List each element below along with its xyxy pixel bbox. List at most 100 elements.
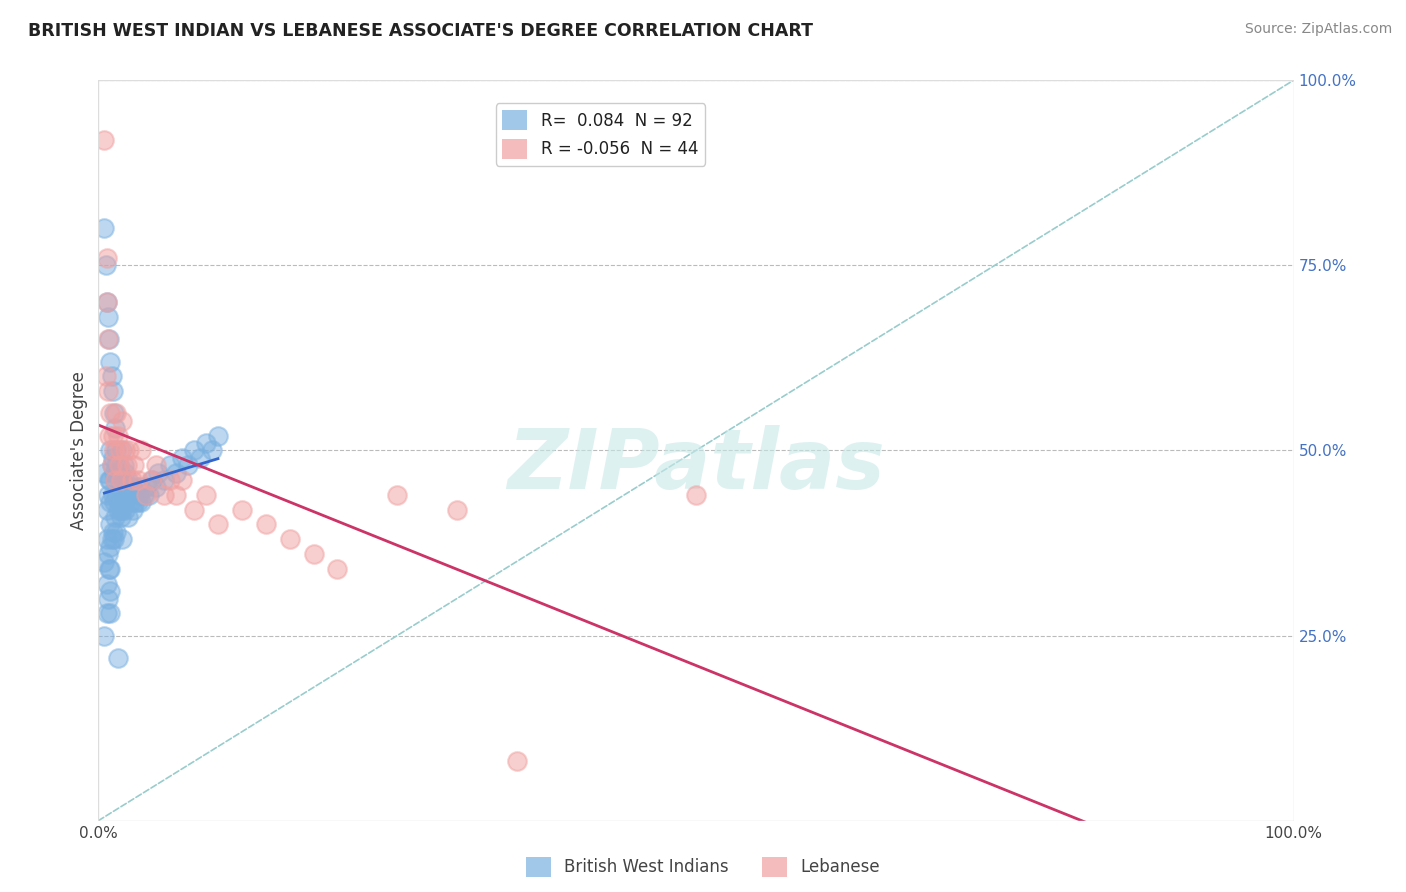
Point xyxy=(132,488,155,502)
Point xyxy=(122,502,145,516)
Point xyxy=(96,251,118,265)
Point xyxy=(98,607,122,621)
Point xyxy=(97,547,120,561)
Point xyxy=(127,473,149,487)
Point xyxy=(183,443,205,458)
Point xyxy=(103,443,125,458)
Point xyxy=(201,443,224,458)
Point xyxy=(231,502,253,516)
Point xyxy=(98,332,121,346)
Point xyxy=(96,607,118,621)
Point xyxy=(103,533,125,547)
Point xyxy=(131,443,153,458)
Point xyxy=(148,466,170,480)
Point xyxy=(97,591,120,606)
Point xyxy=(153,488,176,502)
Point xyxy=(96,533,118,547)
Point xyxy=(96,576,118,591)
Point xyxy=(105,443,128,458)
Point xyxy=(103,466,125,480)
Point xyxy=(98,584,122,599)
Point xyxy=(107,428,129,442)
Point xyxy=(159,458,181,473)
Point xyxy=(103,407,125,421)
Point xyxy=(145,458,167,473)
Legend: British West Indians, Lebanese: British West Indians, Lebanese xyxy=(519,850,887,884)
Point xyxy=(108,466,131,480)
Point xyxy=(98,495,122,509)
Point xyxy=(121,473,143,487)
Point xyxy=(118,443,141,458)
Point xyxy=(114,443,136,458)
Point xyxy=(101,450,124,465)
Point xyxy=(111,502,134,516)
Point xyxy=(115,458,138,473)
Point xyxy=(93,555,115,569)
Point xyxy=(98,473,122,487)
Point xyxy=(94,369,117,384)
Point xyxy=(105,488,128,502)
Point xyxy=(103,495,125,509)
Point xyxy=(93,221,115,235)
Legend: R=  0.084  N = 92, R = -0.056  N = 44: R= 0.084 N = 92, R = -0.056 N = 44 xyxy=(496,103,704,166)
Point xyxy=(108,502,131,516)
Point xyxy=(145,480,167,494)
Text: ZIPatlas: ZIPatlas xyxy=(508,425,884,506)
Point xyxy=(98,473,121,487)
Point xyxy=(97,332,120,346)
Point xyxy=(107,650,129,665)
Point xyxy=(110,473,132,487)
Point xyxy=(98,407,122,421)
Point xyxy=(506,755,529,769)
Point xyxy=(120,495,142,509)
Point xyxy=(153,473,176,487)
Point xyxy=(111,473,134,487)
Point xyxy=(114,502,136,516)
Point xyxy=(135,480,157,494)
Point xyxy=(117,510,139,524)
Point xyxy=(195,488,218,502)
Point xyxy=(195,436,218,450)
Point xyxy=(98,540,122,554)
Point xyxy=(125,480,148,494)
Point xyxy=(124,495,146,509)
Point xyxy=(127,495,149,509)
Point xyxy=(107,458,129,473)
Point xyxy=(105,458,128,473)
Point xyxy=(159,473,181,487)
Point xyxy=(131,495,153,509)
Point xyxy=(135,488,157,502)
Point xyxy=(172,473,194,487)
Point xyxy=(105,524,128,539)
Point xyxy=(165,466,187,480)
Point xyxy=(110,473,132,487)
Point xyxy=(93,466,115,480)
Point xyxy=(139,473,162,487)
Point xyxy=(104,473,127,487)
Point xyxy=(93,628,115,642)
Point xyxy=(97,384,120,399)
Point xyxy=(98,428,121,442)
Point xyxy=(118,488,141,502)
Point xyxy=(100,458,122,473)
Text: Source: ZipAtlas.com: Source: ZipAtlas.com xyxy=(1244,22,1392,37)
Point xyxy=(100,458,122,473)
Point xyxy=(96,295,118,310)
Point xyxy=(111,533,134,547)
Point xyxy=(107,502,129,516)
Point xyxy=(165,488,187,502)
Point xyxy=(124,488,146,502)
Point xyxy=(101,524,124,539)
Point xyxy=(385,488,409,502)
Point xyxy=(278,533,301,547)
Point xyxy=(104,510,127,524)
Point xyxy=(97,488,120,502)
Point xyxy=(101,488,124,502)
Point xyxy=(100,533,122,547)
Point xyxy=(326,562,349,576)
Point xyxy=(207,517,229,532)
Point xyxy=(124,458,146,473)
Point xyxy=(112,458,135,473)
Point xyxy=(121,480,143,494)
Point xyxy=(97,310,120,325)
